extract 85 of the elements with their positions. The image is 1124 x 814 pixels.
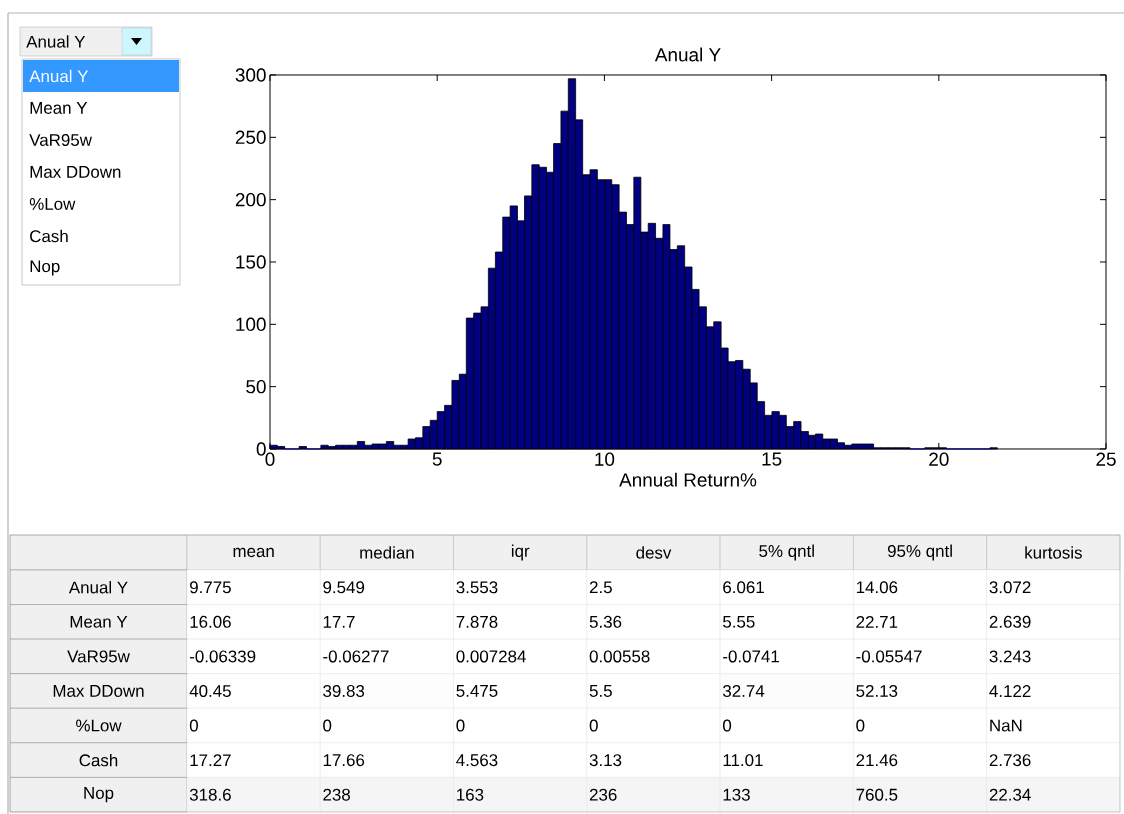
data-label: 5.55: [723, 615, 755, 628]
y-tick-label: 200: [235, 192, 266, 207]
text: Anual Y: [26, 35, 86, 48]
x-tick-label: 5: [432, 452, 442, 466]
data-label: 3.553: [456, 581, 498, 594]
data-label: 52.13: [856, 684, 898, 697]
data-label: -0.05547: [856, 650, 922, 663]
data-label: 14.06: [856, 581, 898, 594]
text: %Low: [29, 198, 76, 210]
data-label: 0: [456, 719, 465, 732]
y-tick-label: 300: [235, 68, 266, 82]
data-label: 0: [323, 719, 332, 732]
data-label: 4.563: [456, 754, 498, 767]
data-label: 5.475: [456, 685, 498, 697]
x-tick-label: 25: [1096, 452, 1116, 466]
data-label: 318.6: [189, 788, 231, 801]
x-tick-label: median: [360, 546, 414, 559]
data-label: -0.06339: [189, 650, 256, 663]
data-label: 2.5: [589, 581, 612, 594]
data-label: 0: [723, 719, 732, 732]
x-tick-label: desv: [636, 546, 672, 559]
text: VaR95w: [29, 133, 92, 146]
x-tick-label: mean: [233, 547, 274, 558]
text: NaN: [990, 719, 1022, 732]
data-label: -0.06277: [323, 650, 389, 663]
x-tick-label: 15: [762, 452, 782, 466]
x-tick-label: 0: [265, 452, 275, 466]
data-label: 5.5: [589, 685, 612, 697]
x-axis-title: Annual Return%: [619, 472, 757, 487]
text: Cash: [30, 229, 68, 243]
text: Anual Y: [29, 69, 89, 83]
data-label: 11.01: [723, 754, 763, 767]
data-label: 5.36: [589, 615, 622, 628]
data-label: 40.45: [189, 684, 231, 697]
data-label: 3.072: [989, 581, 1031, 594]
data-label: 9.549: [323, 581, 365, 594]
y-tick-label: Anual Y: [68, 581, 128, 594]
y-tick-label: 150: [236, 255, 266, 269]
data-label: 3.13: [589, 754, 622, 767]
y-tick-label: 100: [236, 317, 266, 332]
data-label: 238: [323, 788, 351, 801]
text: Nop: [30, 260, 60, 276]
y-tick-label: Mean Y: [70, 615, 128, 628]
data-label: 22.71: [856, 615, 898, 628]
data-label: 17.27: [190, 754, 231, 767]
x-tick-label: kurtosis: [1025, 546, 1082, 559]
data-label: 163: [457, 788, 484, 801]
x-tick-label: 20: [929, 452, 949, 466]
text: Mean Y: [30, 102, 88, 114]
y-tick-label: 0: [256, 442, 266, 456]
data-label: 6.061: [723, 581, 764, 594]
data-label: 3.243: [989, 650, 1031, 663]
data-label: 133: [723, 788, 750, 801]
y-tick-label: 250: [235, 130, 266, 145]
data-label: 0: [856, 719, 865, 732]
data-label: 2.639: [989, 615, 1031, 628]
data-label: 21.46: [856, 754, 898, 767]
y-tick-label: VaR95w: [67, 650, 130, 663]
data-label: 16.06: [190, 615, 231, 628]
data-label: 236: [589, 788, 617, 801]
x-tick-label: 5% qntl: [759, 544, 814, 561]
data-label: 39.83: [323, 684, 365, 697]
data-label: 7.878: [456, 615, 498, 628]
data-label: 0.007284: [456, 650, 526, 663]
y-tick-label: Max DDown: [53, 685, 144, 697]
chart-title: Anual Y: [654, 47, 721, 62]
x-tick-label: iqr: [511, 544, 530, 561]
data-label: 22.34: [989, 788, 1031, 801]
data-label: 0: [189, 719, 198, 732]
data-label: 17.66: [323, 754, 365, 767]
data-label: 4.122: [989, 685, 1031, 697]
data-label: 32.74: [722, 684, 765, 697]
data-label: 0.00558: [589, 650, 650, 663]
y-tick-label: 50: [246, 379, 266, 394]
y-tick-label: %Low: [76, 719, 122, 732]
y-tick-label: Nop: [84, 787, 114, 803]
data-label: 760.5: [856, 788, 898, 801]
data-label: 17.7: [323, 616, 355, 628]
y-tick-label: Cash: [79, 753, 118, 767]
data-label: -0.0741: [723, 650, 779, 663]
x-tick-label: 10: [595, 452, 615, 466]
x-tick-label: 95% qntl: [887, 544, 952, 561]
data-label: 9.775: [190, 581, 231, 594]
data-label: 2.736: [989, 754, 1031, 767]
data-label: 0: [589, 719, 598, 732]
